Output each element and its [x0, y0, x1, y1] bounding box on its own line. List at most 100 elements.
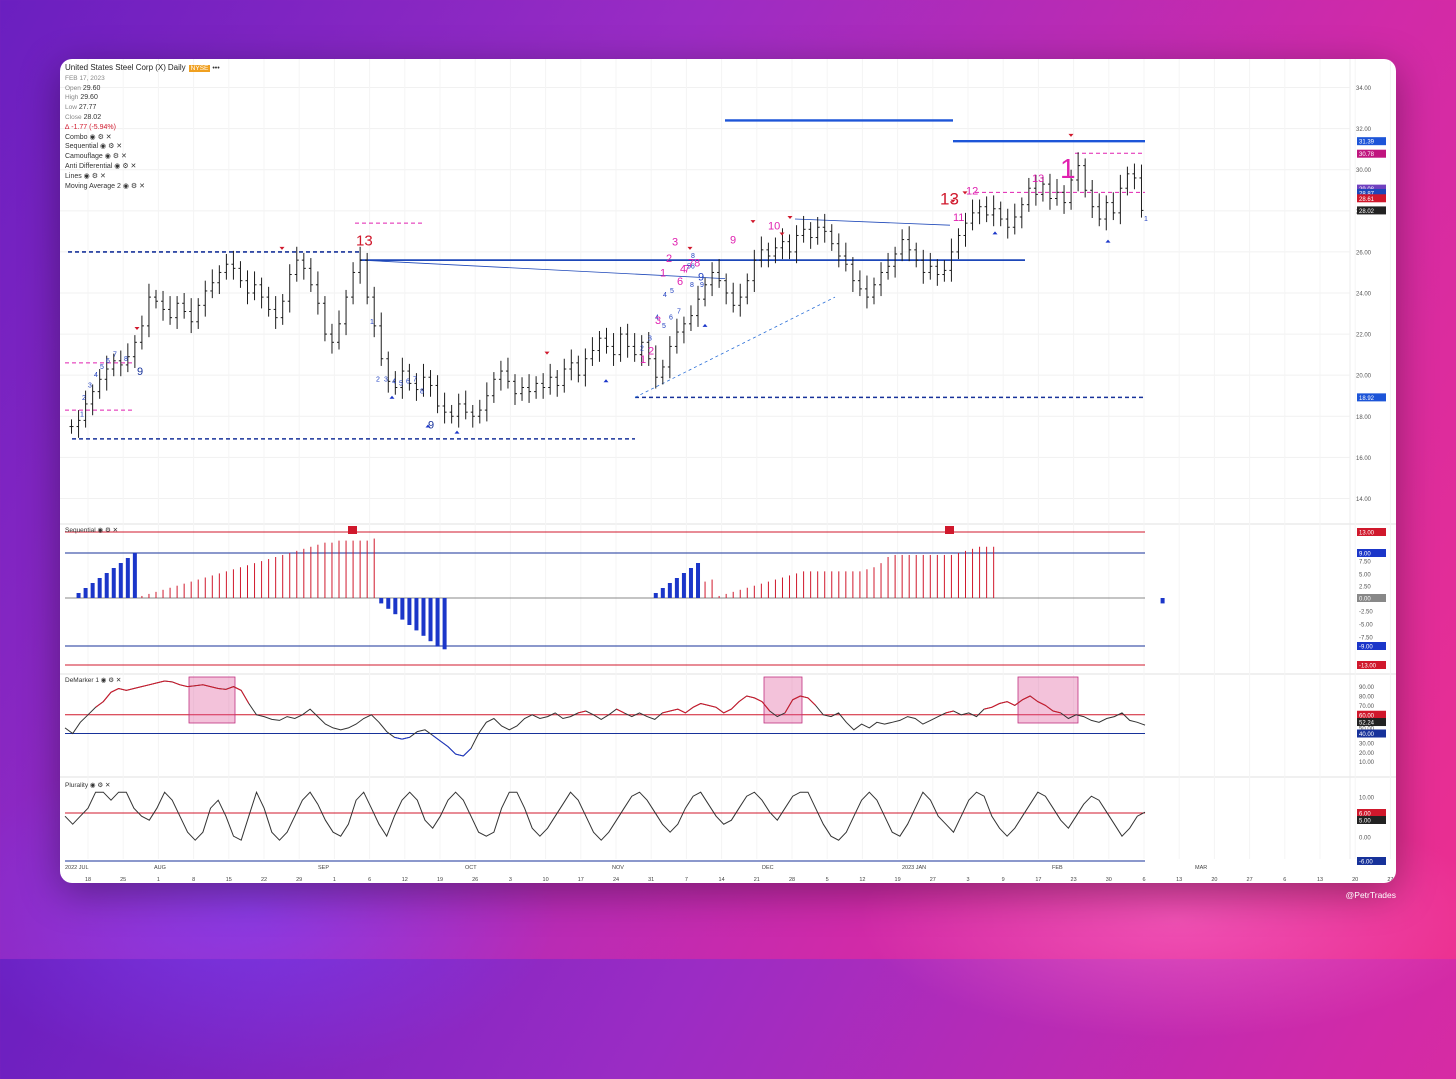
indicator-lines[interactable]: Lines ◉ ⚙ ✕ — [65, 172, 106, 180]
demarker-overbought-segment — [984, 706, 992, 710]
demarker-overbought-segment — [662, 710, 671, 714]
indicator-moving-average[interactable]: Moving Average 2 ◉ ⚙ ✕ — [65, 182, 145, 190]
price-axis-label: 28.02 — [1359, 209, 1375, 215]
demarker-overbought-segment — [669, 708, 678, 712]
chart-canvas[interactable]: 14.0016.0018.0020.0022.0024.0026.0028.00… — [60, 59, 1396, 883]
seq-setup-bar — [97, 578, 102, 598]
demarker-overbought-segment — [1014, 699, 1023, 706]
month-label: FEB — [1052, 865, 1063, 871]
buy-arrow-icon — [454, 430, 460, 434]
demarker-overbought-segment — [700, 703, 709, 706]
time-tick-label: 5 — [826, 877, 829, 883]
demarker-overbought-segment — [1052, 710, 1061, 714]
demarker-oversold-segment — [432, 734, 441, 742]
demarker-overbought-segment — [945, 710, 954, 714]
time-tick-label: 3 — [509, 877, 512, 883]
seq-axis-label-bg — [1357, 549, 1386, 557]
demarker-axis-label: 40.00 — [1359, 732, 1375, 738]
plurality-axis-label: 10.00 — [1359, 796, 1375, 802]
sequential-count-label: 6 — [677, 276, 683, 288]
sequential-count-label: 11 — [953, 212, 964, 224]
symbol-title[interactable]: United States Steel Corp (X) — [65, 63, 166, 72]
trendline-down — [359, 259, 726, 280]
seq-setup-bar — [435, 598, 440, 647]
seq-setup-bar — [421, 598, 426, 636]
sequential-count-label: 3 — [648, 335, 652, 342]
plurality-panel-title: Plurality ◉ ⚙ ✕ — [65, 781, 110, 789]
sequential-count-label: 1 — [370, 319, 374, 326]
sequential-panel-title: Sequential ◉ ⚙ ✕ — [65, 526, 118, 534]
sequential-count-label: 8 — [420, 389, 424, 396]
price-axis-label-bg — [1357, 149, 1386, 158]
sequential-count-label: 2 — [666, 253, 672, 265]
sell-arrow-icon — [279, 246, 285, 250]
interval-label[interactable]: Daily — [167, 63, 186, 72]
seq-setup-bar — [414, 598, 419, 631]
time-tick-label: 27 — [930, 877, 936, 883]
sequential-count-label: 9 — [698, 272, 704, 284]
time-tick-label: 12 — [402, 877, 408, 883]
seq-axis-label-bg — [1357, 642, 1386, 650]
time-tick-label: 25 — [120, 877, 126, 883]
sequential-count-label: 6 — [106, 358, 110, 365]
indicator-anti-differential[interactable]: Anti Differential ◉ ⚙ ✕ — [65, 162, 137, 170]
demarker-oversold-segment — [440, 740, 449, 748]
high-label: High — [65, 94, 79, 102]
sequential-count-label: 4 — [663, 292, 667, 299]
indicator-sequential[interactable]: Sequential ◉ ⚙ ✕ — [65, 143, 123, 151]
time-tick-label: 7 — [685, 877, 688, 883]
demarker-overbought-segment — [1045, 704, 1054, 712]
time-tick-label: 15 — [226, 877, 232, 883]
time-tick-label: 18 — [85, 877, 91, 883]
month-label: MAR — [1195, 865, 1207, 871]
seq-setup-bar — [76, 593, 81, 598]
demarker-overbought-segment — [156, 680, 165, 684]
demarker-axis-label-bg — [1357, 729, 1386, 738]
plurality-axis-label: -6.00 — [1359, 860, 1373, 866]
demarker-overbought-segment — [800, 695, 809, 699]
time-tick-label: 17 — [578, 877, 584, 883]
plurality-axis-label-bg — [1357, 816, 1386, 824]
demarker-overbought-segment — [195, 684, 203, 687]
plurality-axis-label: 6.00 — [1359, 812, 1371, 818]
demarker-zone-box — [763, 676, 803, 724]
demarker-overbought-segment — [746, 695, 755, 699]
demarker-overbought-segment — [95, 701, 104, 708]
month-label: 2022 JUL — [65, 865, 89, 871]
seq-axis-label: -13.00 — [1359, 664, 1377, 670]
price-tick-label: 32.00 — [1356, 127, 1372, 133]
seq-axis-label: 0.00 — [1359, 597, 1371, 603]
demarker-overbought-segment — [761, 701, 771, 712]
demarker-overbought-segment — [616, 708, 625, 714]
sell-arrow-icon — [1068, 133, 1074, 137]
price-tick-label: 18.00 — [1356, 415, 1372, 421]
open-value: 29.60 — [82, 84, 101, 92]
seq-setup-bar — [660, 588, 665, 598]
sequential-count-label: 6 — [669, 315, 673, 322]
exchange-badge: NYSE — [188, 65, 211, 72]
month-label: NOV — [612, 865, 624, 871]
seq-axis-label: 5.00 — [1359, 573, 1371, 579]
more-icon[interactable]: ••• — [212, 65, 220, 72]
demarker-overbought-segment — [991, 703, 1000, 708]
price-axis-label: 31.39 — [1359, 140, 1375, 146]
demarker-overbought-segment — [179, 684, 188, 688]
price-tick-label: 16.00 — [1356, 456, 1372, 462]
seq-setup-bar — [379, 598, 384, 604]
month-label: DEC — [762, 865, 774, 871]
indicator-combo[interactable]: Combo ◉ ⚙ ✕ — [65, 133, 112, 141]
demarker-oversold-segment — [401, 736, 410, 740]
demarker-overbought-segment — [218, 688, 226, 690]
indicator-camouflage[interactable]: Camouflage ◉ ⚙ ✕ — [65, 153, 127, 161]
buy-arrow-icon — [425, 424, 431, 428]
buy-arrow-icon — [992, 231, 998, 235]
sequential-count-label: 1 — [1144, 216, 1148, 223]
demarker-overbought-segment — [999, 701, 1008, 704]
price-axis-label-bg — [1357, 393, 1386, 402]
sell-arrow-icon — [787, 216, 793, 220]
sequential-count-label: 2 — [640, 346, 644, 353]
low-label: Low — [65, 104, 77, 112]
sell-arrow-icon — [779, 232, 785, 236]
sequential-count-label: 1 — [660, 268, 666, 280]
demarker-oversold-segment — [455, 753, 464, 757]
